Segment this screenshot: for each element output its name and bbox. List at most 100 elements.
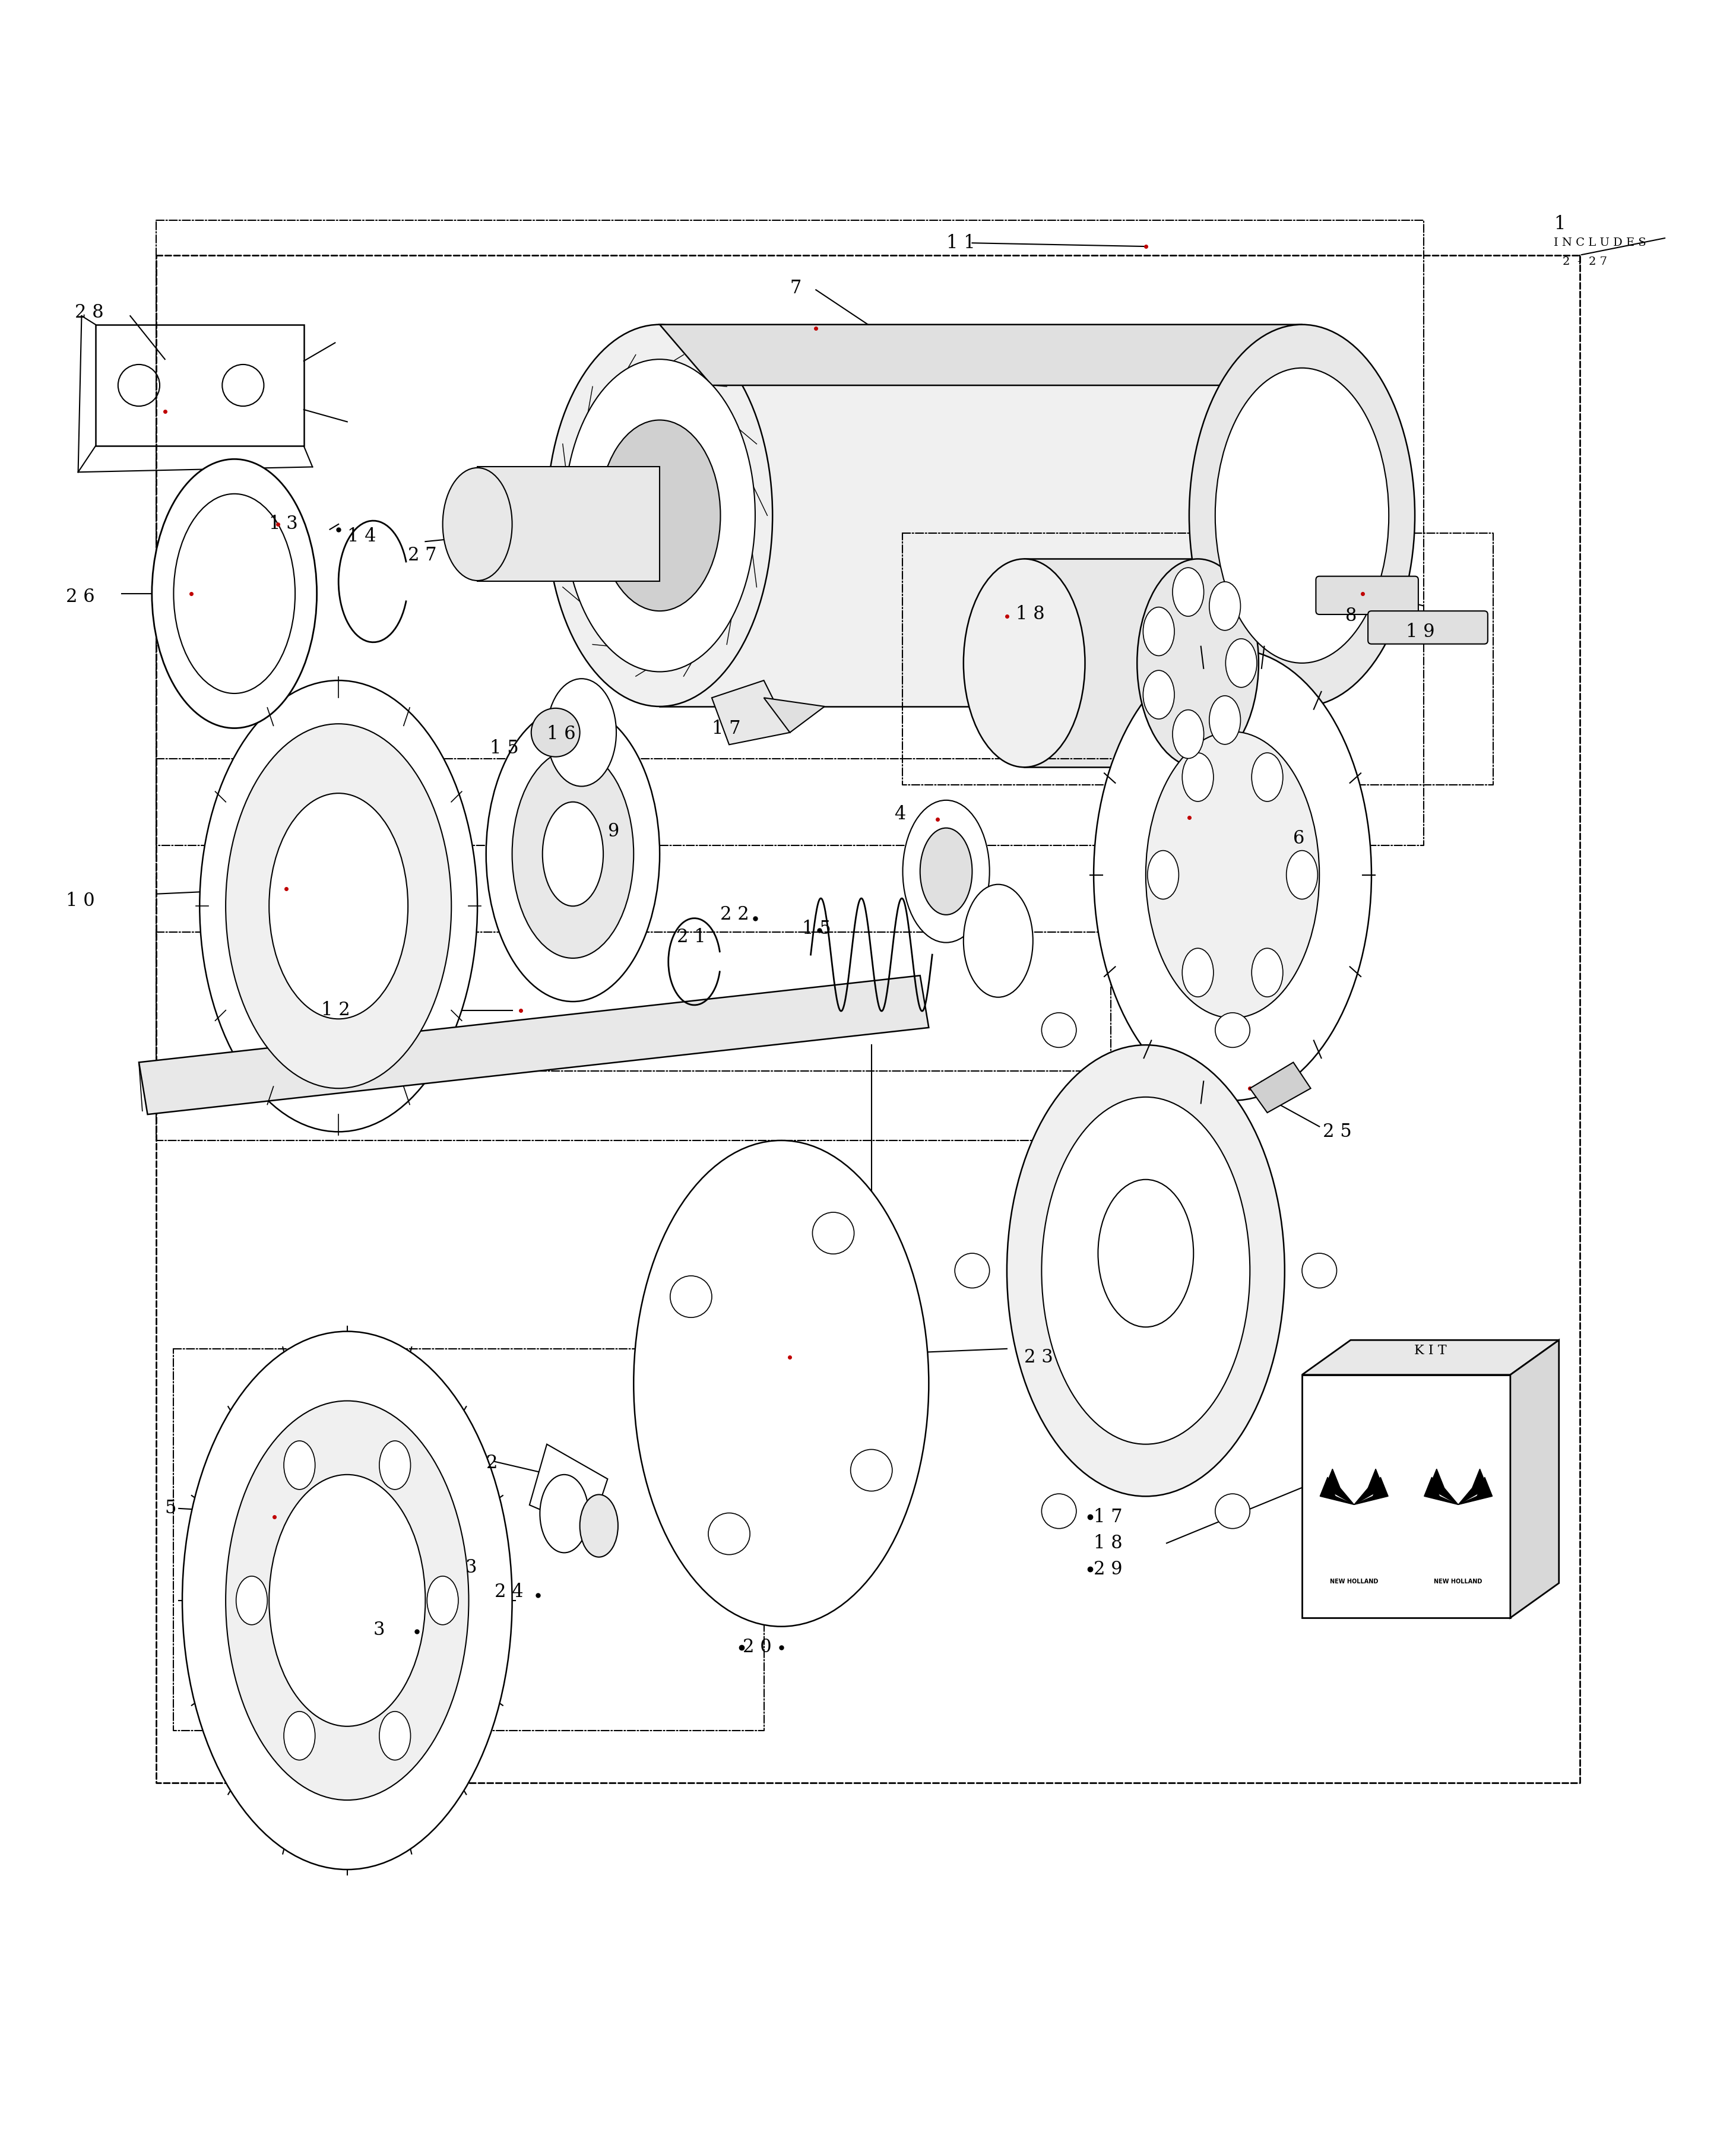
Circle shape <box>670 1277 712 1317</box>
Polygon shape <box>1302 1375 1510 1617</box>
Text: 1 8: 1 8 <box>1094 1534 1123 1553</box>
Ellipse shape <box>1172 709 1203 758</box>
Text: 1 4: 1 4 <box>347 527 377 546</box>
Text: 9: 9 <box>608 823 620 840</box>
Text: 7: 7 <box>790 278 802 298</box>
Polygon shape <box>1325 1469 1354 1504</box>
Polygon shape <box>660 326 1302 707</box>
Ellipse shape <box>1094 649 1371 1101</box>
Polygon shape <box>1424 1478 1458 1504</box>
Ellipse shape <box>200 681 477 1131</box>
Text: 2 3: 2 3 <box>1024 1347 1054 1367</box>
Text: 1 5: 1 5 <box>490 739 519 758</box>
Ellipse shape <box>236 1577 267 1626</box>
Polygon shape <box>1458 1478 1493 1504</box>
Text: 1 3: 1 3 <box>269 514 299 533</box>
Text: 2 2: 2 2 <box>720 906 750 923</box>
Ellipse shape <box>1182 752 1213 801</box>
Ellipse shape <box>1172 568 1203 617</box>
Ellipse shape <box>182 1332 512 1870</box>
Text: I N C L U D E S: I N C L U D E S <box>1554 238 1646 248</box>
Ellipse shape <box>564 360 755 673</box>
Ellipse shape <box>378 1442 411 1489</box>
Polygon shape <box>1429 1469 1458 1504</box>
Ellipse shape <box>920 829 972 915</box>
Text: 2 4: 2 4 <box>495 1583 524 1600</box>
Ellipse shape <box>1099 1180 1194 1328</box>
Text: 3: 3 <box>465 1557 477 1577</box>
Ellipse shape <box>547 679 616 786</box>
Text: 2 7: 2 7 <box>408 546 437 565</box>
Text: 5: 5 <box>165 1499 177 1519</box>
Polygon shape <box>1354 1478 1389 1504</box>
Polygon shape <box>712 681 790 745</box>
Ellipse shape <box>1215 368 1389 664</box>
Text: 1 7: 1 7 <box>712 720 741 739</box>
Ellipse shape <box>226 1401 469 1799</box>
Text: 1 2: 1 2 <box>321 1000 351 1020</box>
Circle shape <box>1302 1253 1337 1287</box>
Text: 2 9: 2 9 <box>1094 1559 1123 1579</box>
Ellipse shape <box>963 559 1085 767</box>
Circle shape <box>1215 1493 1250 1529</box>
Text: 1 0: 1 0 <box>66 891 95 910</box>
Circle shape <box>1042 1493 1076 1529</box>
Ellipse shape <box>963 885 1033 998</box>
Ellipse shape <box>1189 326 1415 707</box>
Text: NEW HOLLAND: NEW HOLLAND <box>1330 1579 1378 1585</box>
Circle shape <box>1042 1013 1076 1047</box>
Ellipse shape <box>427 1577 458 1626</box>
Circle shape <box>531 709 580 756</box>
Ellipse shape <box>512 750 634 957</box>
Text: 2: 2 <box>486 1454 498 1472</box>
Text: 1: 1 <box>1554 214 1566 233</box>
Text: 4: 4 <box>894 805 906 823</box>
Text: 2 5: 2 5 <box>1323 1122 1352 1142</box>
Text: NEW HOLLAND: NEW HOLLAND <box>1434 1579 1483 1585</box>
Ellipse shape <box>378 1711 411 1761</box>
Ellipse shape <box>580 1495 618 1557</box>
Circle shape <box>812 1212 854 1253</box>
Ellipse shape <box>1182 949 1213 996</box>
Ellipse shape <box>1226 638 1257 688</box>
Ellipse shape <box>174 495 295 694</box>
Ellipse shape <box>599 420 720 610</box>
Polygon shape <box>660 326 1354 386</box>
Ellipse shape <box>1147 850 1179 900</box>
Text: K I T: K I T <box>1415 1343 1446 1358</box>
Polygon shape <box>1024 559 1198 767</box>
Text: 1 1: 1 1 <box>946 233 976 253</box>
FancyBboxPatch shape <box>1316 576 1418 615</box>
Text: 2 1: 2 1 <box>677 927 707 947</box>
Ellipse shape <box>903 801 990 942</box>
Ellipse shape <box>486 707 660 1002</box>
Circle shape <box>1215 1013 1250 1047</box>
Ellipse shape <box>285 1442 316 1489</box>
Polygon shape <box>1302 1341 1559 1375</box>
Text: 1 6: 1 6 <box>547 724 576 743</box>
Ellipse shape <box>285 1711 316 1761</box>
Ellipse shape <box>1146 733 1319 1017</box>
Ellipse shape <box>1252 949 1283 996</box>
Ellipse shape <box>1210 696 1241 745</box>
FancyBboxPatch shape <box>1368 610 1488 645</box>
Ellipse shape <box>625 467 694 580</box>
Ellipse shape <box>1210 583 1241 630</box>
Ellipse shape <box>542 801 604 906</box>
Polygon shape <box>1510 1341 1559 1617</box>
Polygon shape <box>764 698 825 733</box>
Ellipse shape <box>1137 559 1259 767</box>
Ellipse shape <box>1142 606 1174 655</box>
Polygon shape <box>1458 1469 1488 1504</box>
Circle shape <box>851 1450 892 1491</box>
Ellipse shape <box>634 1140 929 1626</box>
Text: 1 8: 1 8 <box>1016 606 1045 623</box>
Ellipse shape <box>1252 752 1283 801</box>
Polygon shape <box>477 467 660 580</box>
Circle shape <box>708 1512 750 1555</box>
Ellipse shape <box>540 1474 589 1553</box>
Text: 1 9: 1 9 <box>1406 623 1436 640</box>
Polygon shape <box>139 975 929 1114</box>
Text: 1 7: 1 7 <box>1094 1508 1123 1527</box>
Text: 2 0: 2 0 <box>743 1639 773 1656</box>
